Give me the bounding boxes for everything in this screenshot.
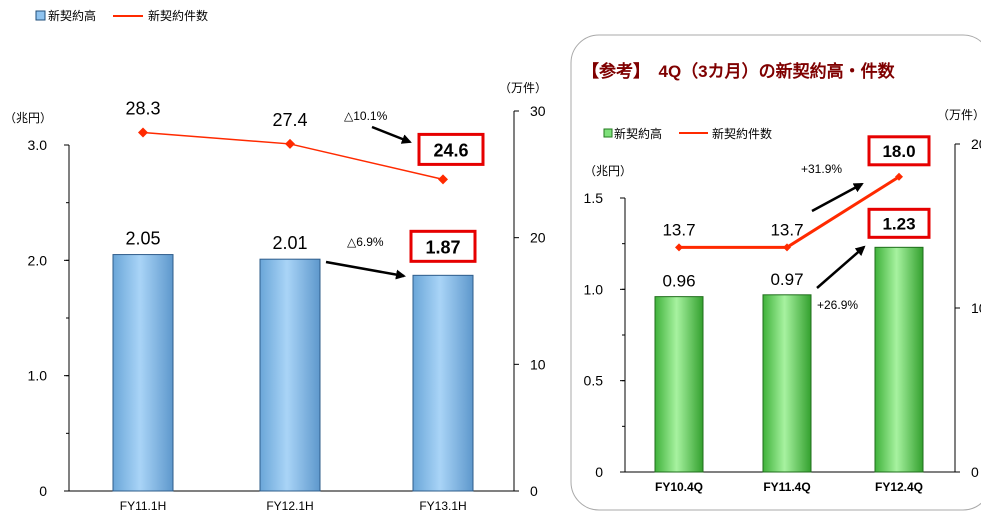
left-chart-bar: [112, 254, 174, 492]
reference-line-marker: [675, 243, 683, 252]
left-chart-line-value-label: 24.6: [433, 140, 468, 160]
left-chart-right-tick-label: 30: [530, 103, 546, 119]
reference-line-value-label: 13.7: [770, 220, 803, 239]
reference-bar-change-label: +26.9%: [817, 298, 858, 312]
left-chart-left-tick-label: 3.0: [28, 137, 48, 153]
reference-category-label: FY10.4Q: [655, 480, 703, 494]
left-chart-category-label: FY12.1H: [266, 499, 313, 513]
reference-line-value-highlight: [867, 135, 931, 167]
left-chart-line: [138, 127, 448, 185]
reference-bar: [654, 296, 704, 473]
reference-legend-line-label: 新契約件数: [712, 126, 772, 141]
left-bar-change-label: △6.9%: [347, 235, 384, 249]
reference-line-value-label: 13.7: [662, 220, 695, 239]
left-chart-left-tick-label: 1.0: [28, 368, 48, 384]
left-chart-left-unit: （兆円）: [4, 111, 52, 125]
legend-bar-swatch: [35, 10, 46, 21]
left-chart-bars: [112, 254, 474, 492]
reference-left-tick-label: 1.5: [584, 190, 604, 206]
reference-bar-value-highlight: [867, 207, 931, 239]
reference-right-tick-label: 10: [971, 300, 981, 316]
reference-left-unit: （兆円）: [584, 164, 632, 178]
left-chart-line-value-label: 27.4: [272, 110, 307, 130]
left-chart-right-unit: （万件）: [499, 81, 547, 95]
legend-bar-label: 新契約高: [48, 8, 96, 23]
reference-right-unit: （万件）: [937, 108, 981, 122]
reference-line-marker: [783, 243, 791, 252]
reference-bar-value-label: 0.96: [662, 272, 695, 291]
left-chart-line-value-highlight: [417, 132, 485, 166]
reference-line-marker: [895, 172, 903, 181]
left-line-change-label: △10.1%: [344, 109, 388, 123]
reference-right-tick-label: 0: [971, 464, 979, 480]
reference-right-tick-label: 20: [971, 136, 981, 152]
reference-line-arrow: [811, 182, 864, 213]
reference-left-tick-label: 0: [595, 464, 603, 480]
left-chart-line-marker: [438, 174, 448, 185]
left-chart-line-marker: [138, 127, 148, 138]
reference-left-tick-label: 1.0: [584, 281, 604, 297]
reference-ticks: 0 0.5 1.0 1.5 0 10 20: [584, 136, 981, 480]
reference-category-label: FY11.4Q: [763, 480, 810, 494]
left-chart-right-tick-label: 10: [530, 356, 546, 372]
reference-labels: FY10.4Q 0.96 FY11.4Q 0.97 FY12.4Q 1.23 13.7 13.…: [655, 135, 931, 494]
left-chart-category-label: FY13.1H: [419, 499, 466, 513]
reference-bar-value-label: 1.23: [882, 214, 915, 233]
reference-category-label: FY12.4Q: [875, 480, 923, 494]
left-chart-bar-value-label: 2.05: [125, 229, 160, 249]
left-bar-arrow: [325, 260, 406, 280]
reference-bars: [654, 246, 924, 473]
left-chart-labels: FY11.1H 2.05 FY12.1H 2.01 FY13.1H 1.87 28.3 27.…: [120, 99, 485, 513]
left-chart-category-label: FY11.1H: [120, 499, 166, 513]
left-chart-right-tick-label: 0: [530, 483, 538, 499]
left-chart-bar-value-label: 1.87: [425, 237, 460, 257]
left-chart-right-tick-label: 20: [530, 230, 546, 246]
reference-line-change-label: +31.9%: [801, 162, 842, 176]
left-chart-line-value-label: 28.3: [125, 99, 160, 119]
reference-bar-arrow: [816, 245, 866, 289]
reference-panel-title: 【参考】 4Q（3カ月）の新契約高・件数: [582, 61, 896, 81]
reference-line: [675, 172, 903, 252]
reference-legend-bar-label: 新契約高: [614, 126, 662, 141]
legend-line-label: 新契約件数: [148, 8, 208, 23]
left-chart-bar: [259, 258, 321, 492]
left-chart-left-tick-label: 0: [39, 483, 47, 499]
left-chart-line-marker: [285, 138, 295, 149]
left-chart-bar: [412, 274, 474, 492]
left-chart-left-tick-label: 2.0: [28, 252, 48, 268]
reference-bar-value-label: 0.97: [770, 270, 803, 289]
left-line-arrow: [371, 125, 412, 144]
reference-bar: [874, 246, 924, 473]
reference-bar: [762, 294, 812, 473]
left-chart-bar-value-label: 2.01: [272, 233, 307, 253]
reference-panel: 【参考】 4Q（3カ月）の新契約高・件数 新契約高 新契約件数 （兆円） （万件…: [570, 34, 981, 511]
top-legend: 新契約高 新契約件数: [35, 8, 208, 23]
left-chart-line-path: [142, 131, 444, 181]
reference-line-value-label: 18.0: [882, 142, 915, 161]
reference-left-tick-label: 0.5: [584, 373, 604, 389]
reference-legend-bar-swatch: [603, 128, 613, 138]
left-chart-ticks: 0 1.0 2.0 3.0 0 10 20 30: [28, 103, 546, 499]
left-chart-bar-value-highlight: [409, 229, 477, 263]
